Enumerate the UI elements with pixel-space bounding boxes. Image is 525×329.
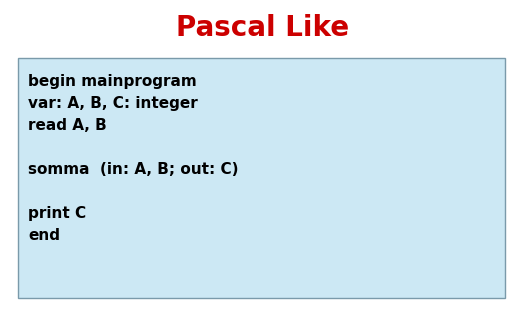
- Text: end: end: [28, 228, 60, 243]
- Text: read A, B: read A, B: [28, 118, 107, 133]
- FancyBboxPatch shape: [18, 58, 505, 298]
- Text: begin mainprogram: begin mainprogram: [28, 74, 197, 89]
- Text: var: A, B, C: integer: var: A, B, C: integer: [28, 96, 198, 111]
- Text: somma  (in: A, B; out: C): somma (in: A, B; out: C): [28, 162, 238, 177]
- Text: Pascal Like: Pascal Like: [176, 14, 349, 42]
- Text: print C: print C: [28, 206, 86, 221]
